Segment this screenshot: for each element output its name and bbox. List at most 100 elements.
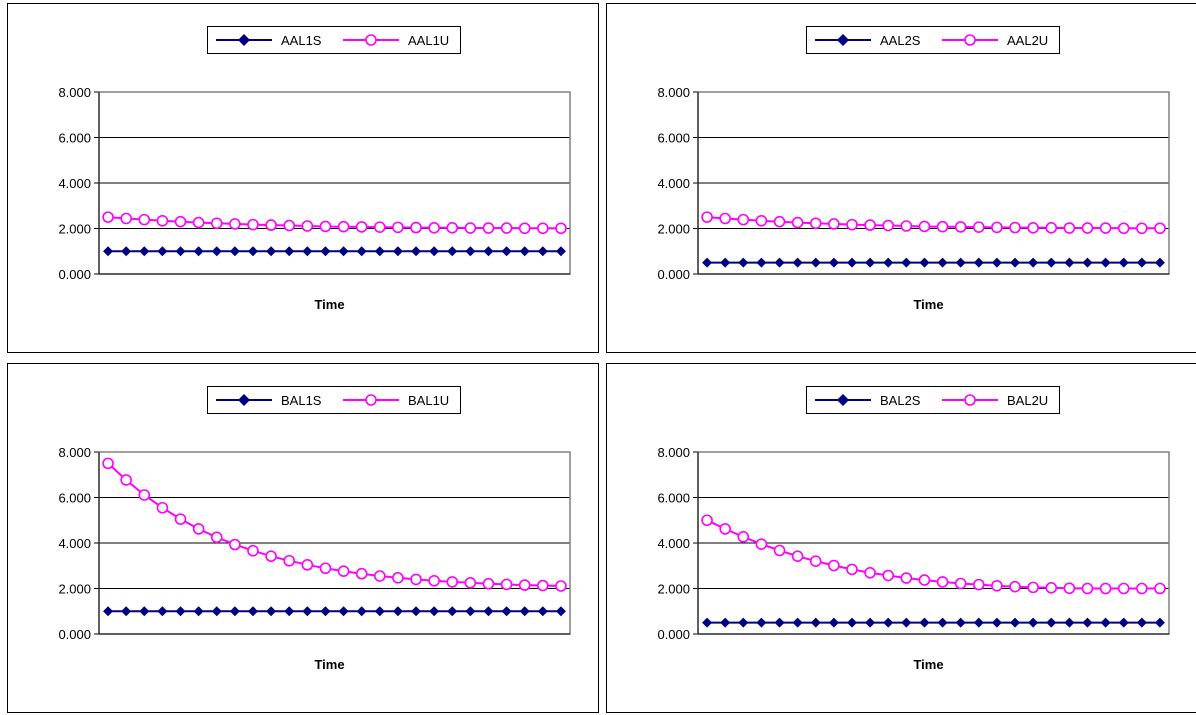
data-point (738, 257, 749, 268)
data-point (265, 219, 277, 231)
data-point (121, 606, 132, 617)
data-point (301, 559, 314, 571)
data-point (500, 222, 513, 234)
data-point (883, 617, 894, 628)
data-point (229, 218, 241, 230)
data-point (174, 215, 187, 228)
data-point (846, 563, 858, 576)
data-point (1027, 222, 1039, 234)
data-point (828, 218, 840, 230)
data-point (302, 606, 313, 617)
data-point (954, 577, 967, 590)
x-axis-label: Time (314, 297, 344, 312)
data-point (429, 246, 440, 257)
data-point (193, 246, 204, 257)
data-point (537, 579, 549, 592)
y-tick-label: 6.000 (657, 131, 690, 146)
data-point (791, 216, 804, 229)
y-tick-label: 2.000 (657, 582, 690, 597)
data-point (1100, 257, 1111, 268)
data-point (719, 212, 731, 225)
data-point (828, 617, 839, 628)
legend-markers (815, 34, 998, 46)
chart-legend: BAL1S BAL1U (207, 386, 461, 414)
data-point (1027, 581, 1039, 594)
data-point (973, 257, 984, 268)
data-point (901, 257, 912, 268)
data-point (392, 606, 403, 617)
data-point (210, 217, 223, 230)
data-point (937, 257, 948, 268)
data-point (720, 617, 731, 628)
data-point (519, 606, 530, 617)
data-point (883, 257, 894, 268)
data-point (1154, 257, 1165, 268)
data-point (338, 606, 349, 617)
series-line-2 (706, 519, 1160, 590)
y-tick-label: 6.000 (657, 491, 690, 506)
legend-markers (216, 34, 399, 46)
data-point (1081, 222, 1094, 234)
data-point (774, 617, 785, 628)
line-chart-aal1: 0.000 2.000 4.000 6.000 8.000 Time (58, 85, 571, 312)
data-point (446, 576, 459, 588)
data-point (809, 217, 822, 230)
data-point (865, 617, 876, 628)
y-tick-label: 0.000 (58, 627, 91, 642)
data-point (247, 246, 258, 257)
data-point (392, 572, 404, 584)
legend-label-series-2: AAL1U (408, 33, 450, 48)
chart-panel-bal1: BAL1S BAL1U 0.000 2.000 4.000 6.000 8.000 Tim… (7, 363, 599, 713)
data-point (1009, 221, 1021, 234)
chart-legend: AAL1S AAL1U (207, 26, 461, 54)
data-point (792, 617, 803, 628)
data-point (1082, 617, 1093, 628)
data-point (120, 212, 132, 225)
data-point (356, 246, 367, 257)
data-point (1136, 582, 1148, 595)
data-point (229, 538, 241, 551)
data-point (410, 221, 422, 234)
data-point (229, 246, 240, 257)
x-axis-label: Time (913, 297, 943, 312)
data-point (1117, 222, 1130, 235)
data-point (266, 246, 277, 257)
data-point (355, 567, 368, 580)
data-point (465, 246, 476, 257)
data-point (1154, 582, 1166, 595)
data-point (973, 617, 984, 628)
data-point (1081, 582, 1094, 595)
data-point (738, 617, 749, 628)
data-point (1010, 617, 1021, 628)
data-point (483, 606, 494, 617)
data-point (991, 579, 1003, 592)
y-tick-label: 4.000 (58, 176, 91, 191)
data-point (174, 513, 187, 525)
data-point (411, 246, 422, 257)
data-point (919, 617, 930, 628)
data-point (882, 569, 895, 582)
data-point (265, 550, 277, 562)
data-point (193, 606, 204, 617)
data-point (1099, 582, 1112, 595)
x-axis-label: Time (913, 657, 943, 672)
data-point (175, 246, 186, 257)
y-tick-label: 8.000 (657, 445, 690, 460)
data-point (828, 257, 839, 268)
data-point (157, 246, 168, 257)
data-point (337, 565, 350, 578)
y-tick-label: 6.000 (58, 491, 91, 506)
data-point (319, 562, 332, 575)
data-point (1100, 617, 1111, 628)
data-point (737, 531, 750, 543)
data-point (121, 246, 132, 257)
data-point (301, 220, 314, 232)
y-tick-label: 6.000 (58, 131, 91, 146)
chart-panel-aal2: AAL2S AAL2U 0.000 2.000 4.000 6.000 8.000 Tim… (606, 3, 1196, 353)
data-point (846, 617, 857, 628)
data-point (283, 219, 296, 232)
data-point (138, 213, 151, 226)
y-tick-label: 4.000 (657, 536, 690, 551)
data-point (828, 559, 840, 572)
legend-label-series-2: BAL2U (1007, 393, 1049, 408)
